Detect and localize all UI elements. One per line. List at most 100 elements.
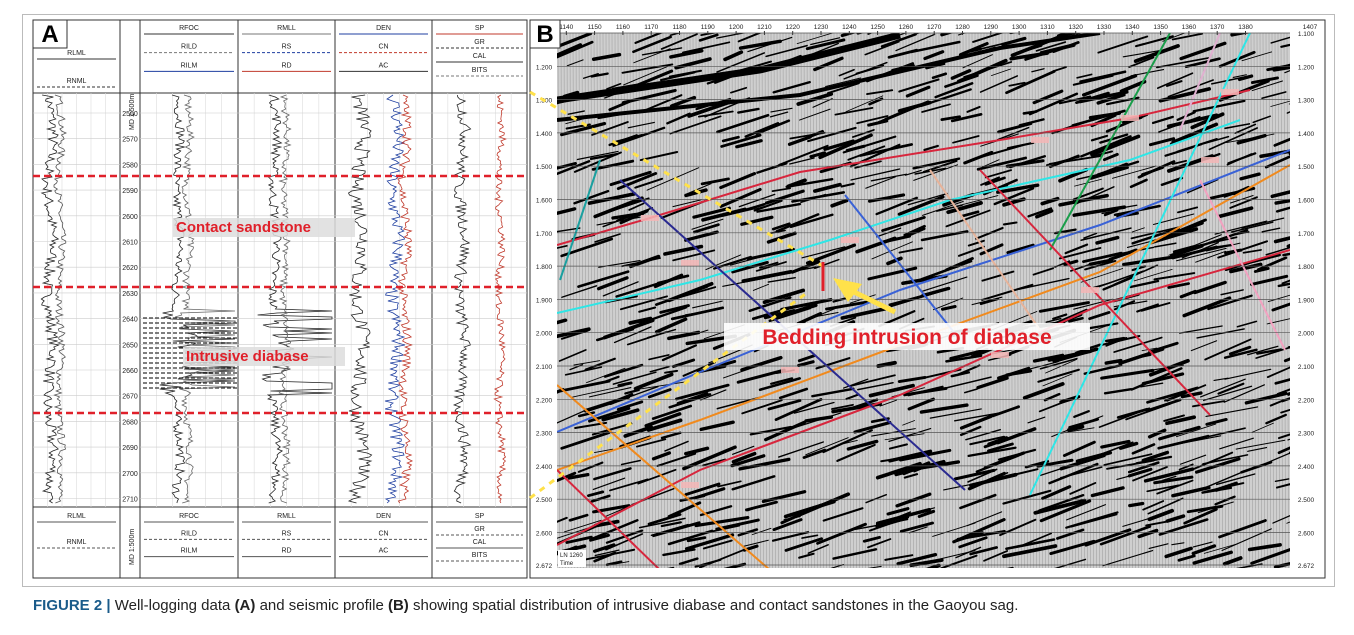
reflector bbox=[838, 68, 855, 77]
reflector bbox=[691, 218, 724, 230]
reflector bbox=[865, 176, 896, 189]
reflector bbox=[629, 385, 659, 398]
reflector bbox=[1146, 386, 1199, 404]
trace bbox=[722, 33, 725, 568]
trace bbox=[920, 33, 923, 568]
reflector bbox=[842, 378, 869, 389]
reflector bbox=[741, 399, 783, 415]
trace bbox=[1274, 33, 1277, 568]
reflector bbox=[772, 518, 803, 532]
reflector bbox=[1098, 407, 1151, 428]
reflector bbox=[1265, 246, 1290, 256]
reflector bbox=[1241, 51, 1273, 62]
reflector bbox=[1275, 483, 1290, 489]
reflector bbox=[1100, 439, 1131, 449]
reflector bbox=[558, 349, 587, 362]
reflector bbox=[1219, 437, 1254, 450]
reflector bbox=[876, 360, 897, 368]
caption-label: FIGURE 2 | bbox=[33, 597, 111, 614]
trace-label: 1407 bbox=[1303, 24, 1318, 31]
reflector bbox=[1179, 454, 1207, 465]
reflector bbox=[624, 388, 640, 395]
reflector bbox=[1154, 242, 1177, 248]
reflector bbox=[1179, 41, 1227, 61]
reflector bbox=[596, 276, 629, 291]
depth-label: 2700 bbox=[122, 471, 138, 478]
reflector bbox=[573, 360, 601, 366]
reflector bbox=[934, 82, 974, 99]
trace bbox=[1256, 33, 1259, 568]
reflector bbox=[984, 169, 1013, 179]
reflector bbox=[1097, 35, 1149, 54]
reflector bbox=[700, 33, 718, 37]
reflector bbox=[822, 507, 864, 522]
reflector bbox=[1001, 36, 1027, 47]
reflector bbox=[669, 33, 682, 37]
reflector bbox=[616, 209, 649, 222]
reflector bbox=[740, 215, 774, 226]
reflector bbox=[745, 500, 778, 512]
reflector bbox=[1199, 378, 1246, 398]
reflector bbox=[612, 371, 657, 385]
reflector bbox=[1088, 334, 1141, 349]
trace bbox=[1268, 33, 1271, 568]
reflector bbox=[1160, 176, 1184, 187]
trace-label: 1240 bbox=[842, 24, 857, 31]
reflector bbox=[940, 554, 978, 568]
reflector bbox=[1270, 100, 1290, 107]
reflector bbox=[1131, 227, 1145, 233]
reflector bbox=[737, 107, 760, 114]
reflector bbox=[1164, 546, 1193, 559]
reflector bbox=[1178, 463, 1194, 471]
trace bbox=[977, 33, 980, 568]
trace-label: 1290 bbox=[984, 24, 999, 31]
reflector bbox=[1080, 268, 1124, 283]
reflector bbox=[771, 531, 810, 542]
reflector bbox=[845, 144, 866, 153]
trace bbox=[1010, 33, 1013, 568]
trace bbox=[674, 33, 677, 568]
trace bbox=[638, 33, 641, 568]
trace bbox=[788, 33, 791, 568]
trace bbox=[887, 33, 890, 568]
reflector bbox=[1128, 501, 1145, 508]
reflector bbox=[867, 193, 906, 203]
reflector bbox=[1222, 556, 1243, 566]
reflector bbox=[875, 518, 905, 529]
reflector bbox=[1256, 348, 1282, 355]
reflector bbox=[717, 480, 742, 488]
horizon bbox=[1029, 33, 1251, 496]
curve-name: RD bbox=[281, 548, 291, 555]
reflector bbox=[997, 366, 1031, 380]
trace bbox=[578, 33, 581, 568]
reflector bbox=[1116, 473, 1139, 481]
reflector bbox=[1102, 152, 1119, 162]
trace bbox=[737, 33, 740, 568]
reflector bbox=[1192, 541, 1213, 548]
reflector bbox=[1277, 282, 1290, 288]
reflector bbox=[1024, 45, 1068, 61]
reflector bbox=[921, 286, 951, 298]
reflector bbox=[1118, 441, 1139, 450]
reflector bbox=[1272, 65, 1290, 72]
reflector bbox=[1230, 221, 1274, 233]
reflector bbox=[840, 33, 857, 38]
curve-name: CAL bbox=[473, 539, 487, 546]
annotation-bg bbox=[724, 323, 1090, 350]
reflector bbox=[1088, 258, 1114, 266]
reflector bbox=[1035, 209, 1054, 219]
reflector bbox=[884, 554, 914, 561]
trace bbox=[848, 33, 851, 568]
reflector bbox=[762, 288, 806, 305]
reflector bbox=[603, 363, 644, 378]
reflector bbox=[716, 113, 770, 134]
reflector bbox=[748, 296, 792, 313]
reflector bbox=[1179, 234, 1222, 252]
reflector bbox=[755, 119, 791, 135]
reflector bbox=[573, 189, 610, 205]
reflector bbox=[1232, 74, 1247, 78]
figure-frame bbox=[22, 14, 1335, 587]
reflector bbox=[740, 355, 783, 372]
reflector bbox=[1032, 89, 1064, 105]
reflector bbox=[1068, 316, 1084, 323]
